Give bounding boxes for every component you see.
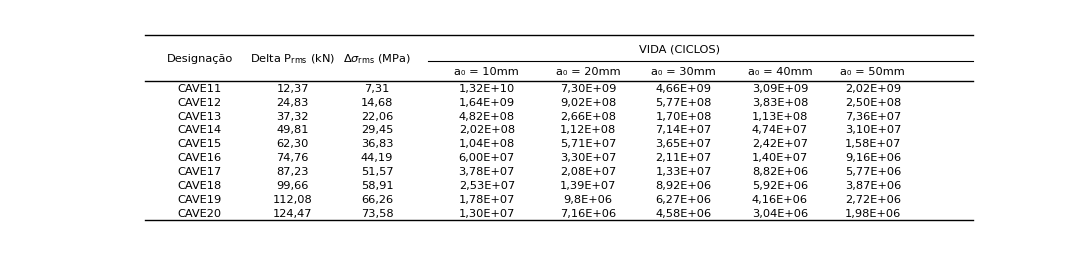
Text: 1,13E+08: 1,13E+08 <box>752 111 808 121</box>
Text: CAVE17: CAVE17 <box>178 167 221 177</box>
Text: 62,30: 62,30 <box>277 139 308 149</box>
Text: 14,68: 14,68 <box>361 97 393 107</box>
Text: 112,08: 112,08 <box>272 194 313 204</box>
Text: 2,66E+08: 2,66E+08 <box>560 111 616 121</box>
Text: 7,30E+09: 7,30E+09 <box>560 83 616 93</box>
Text: a₀ = 40mm: a₀ = 40mm <box>748 67 812 76</box>
Text: 3,10E+07: 3,10E+07 <box>845 125 901 135</box>
Text: 9,02E+08: 9,02E+08 <box>560 97 616 107</box>
Text: 4,58E+06: 4,58E+06 <box>655 208 712 218</box>
Text: 49,81: 49,81 <box>276 125 308 135</box>
Text: 2,02E+09: 2,02E+09 <box>845 83 901 93</box>
Text: 2,72E+06: 2,72E+06 <box>845 194 900 204</box>
Text: 74,76: 74,76 <box>277 153 308 163</box>
Text: a₀ = 30mm: a₀ = 30mm <box>651 67 716 76</box>
Text: 4,82E+08: 4,82E+08 <box>459 111 514 121</box>
Text: 1,32E+10: 1,32E+10 <box>459 83 514 93</box>
Text: 99,66: 99,66 <box>277 181 308 190</box>
Text: 2,11E+07: 2,11E+07 <box>655 153 712 163</box>
Text: 37,32: 37,32 <box>276 111 308 121</box>
Text: 5,71E+07: 5,71E+07 <box>560 139 616 149</box>
Text: 3,04E+06: 3,04E+06 <box>752 208 808 218</box>
Text: 29,45: 29,45 <box>361 125 393 135</box>
Text: 3,78E+07: 3,78E+07 <box>459 167 514 177</box>
Text: 24,83: 24,83 <box>277 97 308 107</box>
Text: 124,47: 124,47 <box>272 208 312 218</box>
Text: 6,00E+07: 6,00E+07 <box>459 153 514 163</box>
Text: a₀ = 10mm: a₀ = 10mm <box>455 67 519 76</box>
Text: 7,14E+07: 7,14E+07 <box>655 125 712 135</box>
Text: CAVE16: CAVE16 <box>178 153 221 163</box>
Text: 5,77E+08: 5,77E+08 <box>655 97 712 107</box>
Text: 6,27E+06: 6,27E+06 <box>656 194 712 204</box>
Text: 4,74E+07: 4,74E+07 <box>752 125 808 135</box>
Text: 5,92E+06: 5,92E+06 <box>752 181 808 190</box>
Text: 1,39E+07: 1,39E+07 <box>560 181 616 190</box>
Text: 9,8E+06: 9,8E+06 <box>564 194 613 204</box>
Text: CAVE20: CAVE20 <box>178 208 221 218</box>
Text: 2,02E+08: 2,02E+08 <box>459 125 514 135</box>
Text: 73,58: 73,58 <box>361 208 393 218</box>
Text: 7,16E+06: 7,16E+06 <box>560 208 616 218</box>
Text: 8,92E+06: 8,92E+06 <box>655 181 712 190</box>
Text: 1,70E+08: 1,70E+08 <box>655 111 712 121</box>
Text: 2,50E+08: 2,50E+08 <box>845 97 901 107</box>
Text: 1,64E+09: 1,64E+09 <box>459 97 514 107</box>
Text: 7,36E+07: 7,36E+07 <box>845 111 901 121</box>
Text: 3,83E+08: 3,83E+08 <box>752 97 808 107</box>
Text: Designação: Designação <box>167 54 233 64</box>
Text: a₀ = 50mm: a₀ = 50mm <box>840 67 906 76</box>
Text: CAVE12: CAVE12 <box>178 97 221 107</box>
Text: 1,12E+08: 1,12E+08 <box>560 125 616 135</box>
Text: CAVE15: CAVE15 <box>178 139 221 149</box>
Text: 1,98E+06: 1,98E+06 <box>845 208 901 218</box>
Text: 3,30E+07: 3,30E+07 <box>560 153 616 163</box>
Text: 44,19: 44,19 <box>361 153 393 163</box>
Text: 66,26: 66,26 <box>361 194 393 204</box>
Text: 1,58E+07: 1,58E+07 <box>845 139 901 149</box>
Text: 3,87E+06: 3,87E+06 <box>845 181 901 190</box>
Text: $\Delta\sigma_{\mathrm{rms}}$ (MPa): $\Delta\sigma_{\mathrm{rms}}$ (MPa) <box>343 52 411 66</box>
Text: 87,23: 87,23 <box>276 167 308 177</box>
Text: 22,06: 22,06 <box>361 111 393 121</box>
Text: 1,04E+08: 1,04E+08 <box>459 139 514 149</box>
Text: 51,57: 51,57 <box>361 167 393 177</box>
Text: a₀ = 20mm: a₀ = 20mm <box>556 67 620 76</box>
Text: 2,42E+07: 2,42E+07 <box>752 139 808 149</box>
Text: 7,31: 7,31 <box>364 83 390 93</box>
Text: 5,77E+06: 5,77E+06 <box>845 167 901 177</box>
Text: 4,66E+09: 4,66E+09 <box>656 83 712 93</box>
Text: 2,53E+07: 2,53E+07 <box>459 181 514 190</box>
Text: 12,37: 12,37 <box>276 83 308 93</box>
Text: 2,08E+07: 2,08E+07 <box>560 167 616 177</box>
Text: 36,83: 36,83 <box>361 139 393 149</box>
Text: CAVE14: CAVE14 <box>178 125 221 135</box>
Text: 58,91: 58,91 <box>361 181 393 190</box>
Text: VIDA (CICLOS): VIDA (CICLOS) <box>640 44 720 54</box>
Text: CAVE19: CAVE19 <box>178 194 221 204</box>
Text: 9,16E+06: 9,16E+06 <box>845 153 901 163</box>
Text: 4,16E+06: 4,16E+06 <box>752 194 808 204</box>
Text: CAVE11: CAVE11 <box>178 83 221 93</box>
Text: 1,30E+07: 1,30E+07 <box>459 208 514 218</box>
Text: 1,40E+07: 1,40E+07 <box>752 153 808 163</box>
Text: 3,09E+09: 3,09E+09 <box>752 83 808 93</box>
Text: 1,78E+07: 1,78E+07 <box>459 194 514 204</box>
Text: 3,65E+07: 3,65E+07 <box>655 139 712 149</box>
Text: 8,82E+06: 8,82E+06 <box>752 167 808 177</box>
Text: CAVE18: CAVE18 <box>178 181 221 190</box>
Text: Delta P$_{\mathrm{rms}}$ (kN): Delta P$_{\mathrm{rms}}$ (kN) <box>250 52 335 66</box>
Text: 1,33E+07: 1,33E+07 <box>655 167 712 177</box>
Text: CAVE13: CAVE13 <box>178 111 221 121</box>
